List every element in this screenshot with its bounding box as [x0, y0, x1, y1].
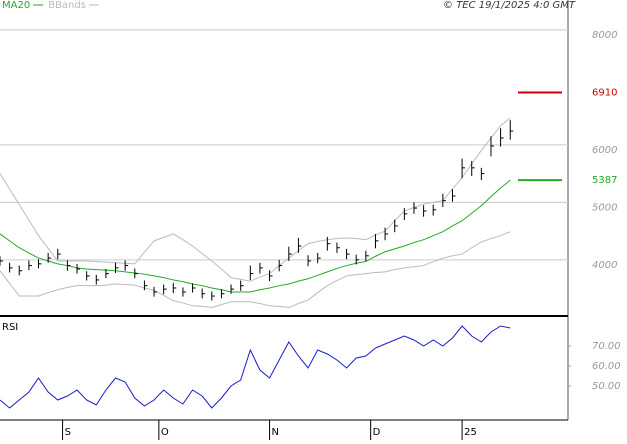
y-tick-label: 60.00 [592, 361, 621, 372]
level-label: 5387 [592, 175, 617, 186]
x-tick-label: O [161, 427, 169, 438]
y-tick-label: 6000 [592, 145, 617, 156]
ma-line [0, 179, 511, 293]
bband-lower [0, 231, 511, 309]
plot-background [0, 0, 568, 420]
legend-label: MA20 [2, 0, 30, 11]
x-tick-label: S [65, 427, 71, 438]
y-tick-label: 50.00 [592, 381, 621, 392]
panel-title: RSI [2, 322, 18, 333]
x-tick-label: N [272, 427, 279, 438]
y-tick-label: 70.00 [592, 341, 621, 352]
y-tick-label: 5000 [592, 202, 617, 213]
bband-upper [0, 117, 511, 282]
rsi-line [0, 325, 511, 409]
y-tick-label: 4000 [592, 260, 617, 271]
level-label: 6910 [592, 88, 617, 99]
legend-label: BBands [48, 0, 86, 11]
x-tick-label: 25 [464, 427, 477, 438]
source: © TEC 19/1/2025 4:0 GMT [443, 0, 576, 11]
x-tick-label: D [373, 427, 381, 438]
y-tick-label: 8000 [592, 30, 617, 41]
